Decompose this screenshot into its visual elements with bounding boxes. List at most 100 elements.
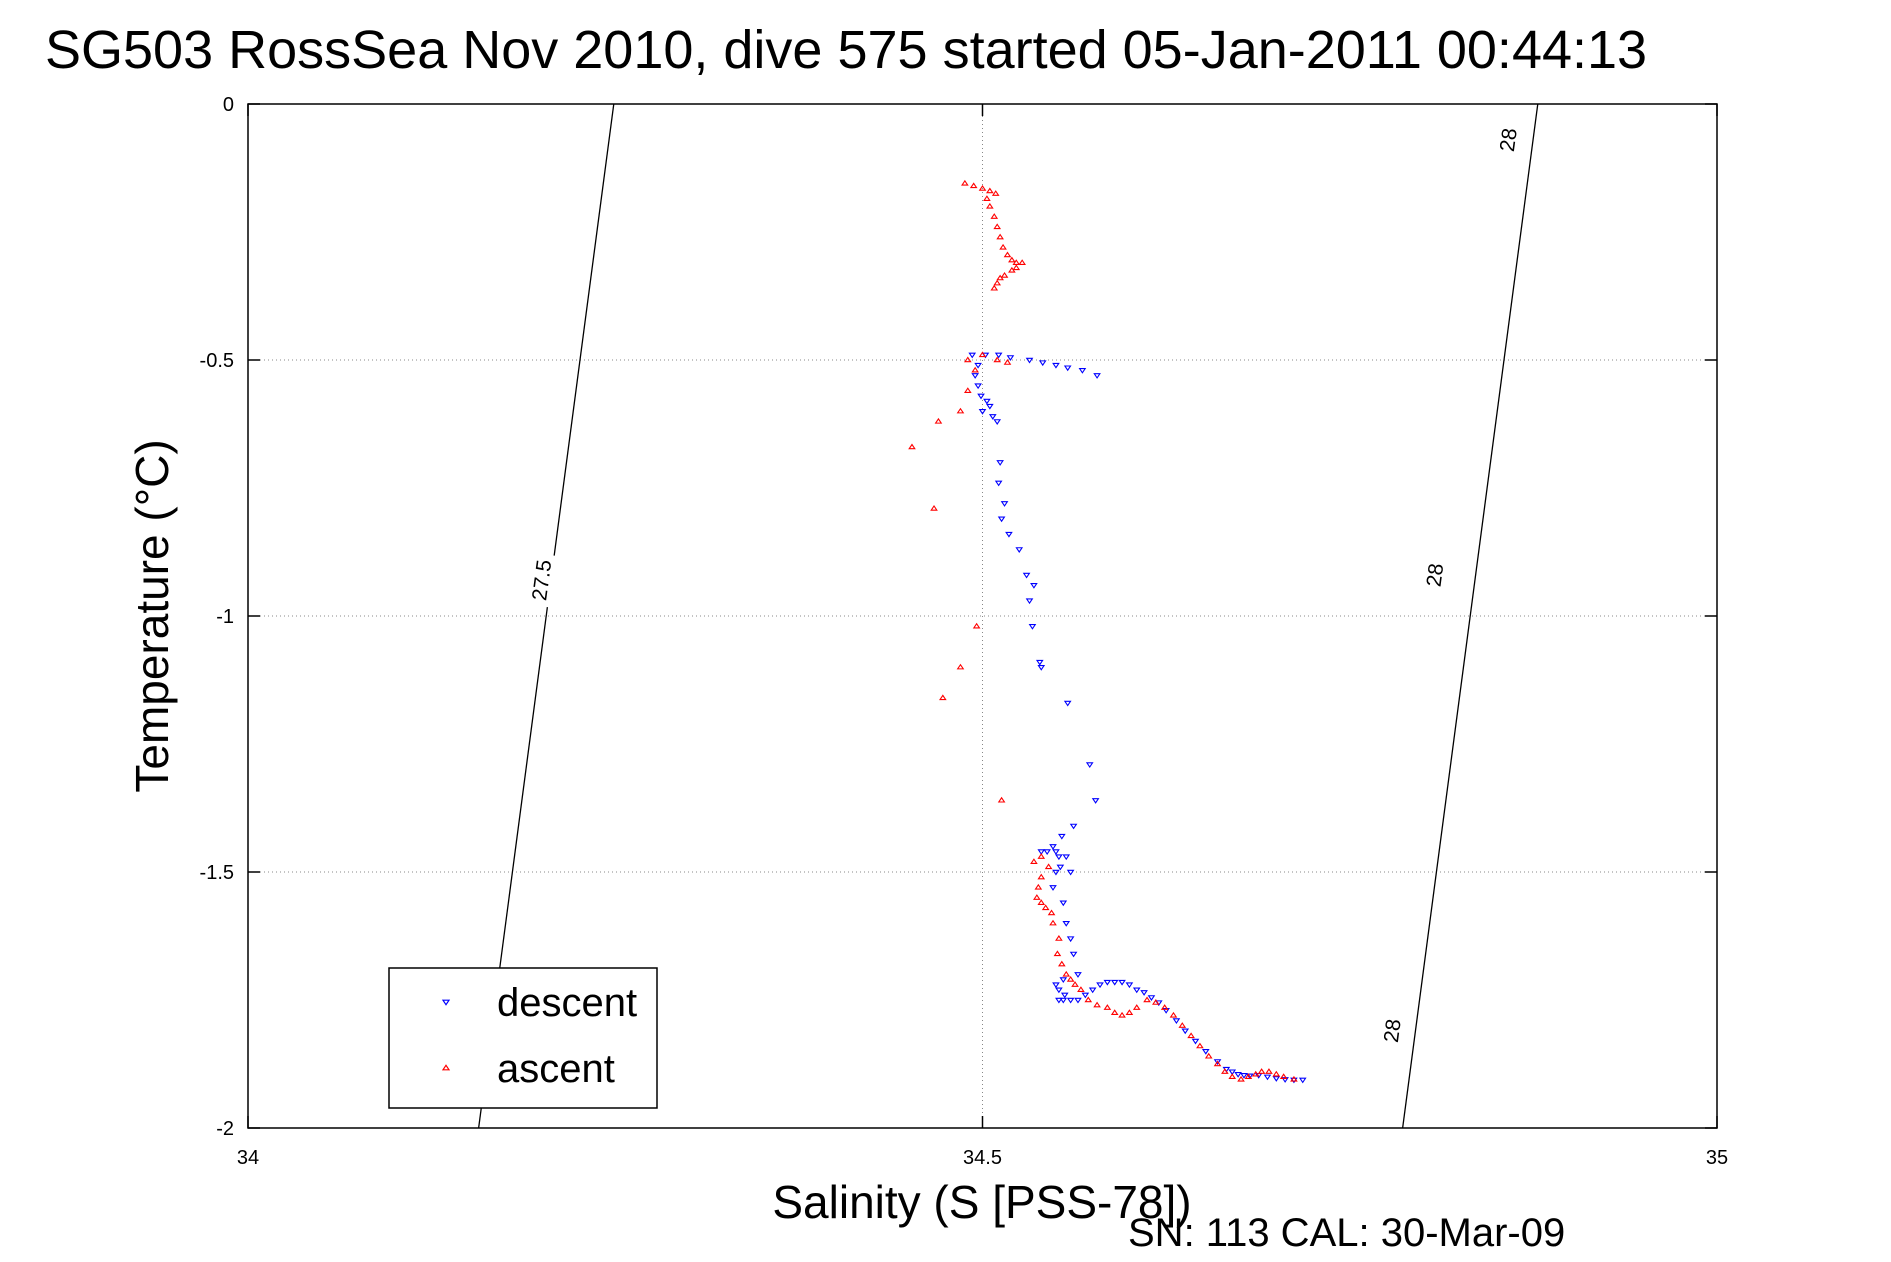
- descent-point-10: [974, 362, 982, 369]
- descent-point-3: [1006, 355, 1015, 361]
- descent-point-47: [1062, 920, 1071, 927]
- descent-point-41: [1062, 854, 1071, 861]
- ascent-point-74: [1265, 1068, 1273, 1074]
- descent-point-63: [1110, 979, 1119, 986]
- descent-point-51: [1059, 977, 1068, 984]
- descent-point-40: [1043, 849, 1051, 856]
- ascent-point-62: [1169, 1011, 1178, 1018]
- ascent-point-14: [1018, 259, 1026, 265]
- ascent-point-18: [996, 274, 1004, 281]
- ascent-point-23: [1003, 359, 1012, 365]
- descent-point-38: [1055, 854, 1063, 861]
- ascent-point-0: [961, 179, 969, 186]
- ascent-point-47: [1057, 960, 1066, 967]
- descent-point-54: [1060, 992, 1069, 999]
- descent-point-59: [1081, 992, 1090, 999]
- ascent-point-50: [1071, 981, 1079, 987]
- descent-point-56: [1059, 997, 1068, 1004]
- ascent-point-76: [1279, 1073, 1288, 1080]
- ascent-point-48: [1062, 970, 1071, 977]
- descent-point-53: [1055, 987, 1063, 994]
- x-tick-label-2: 35: [1706, 1147, 1728, 1169]
- legend-label-ascent: ascent: [497, 1047, 615, 1091]
- ascent-point-9: [996, 233, 1004, 240]
- descent-point-60: [1088, 987, 1097, 994]
- ascent-point-61: [1160, 1004, 1169, 1010]
- ascent-point-36: [1037, 853, 1046, 859]
- descent-point-7: [1063, 365, 1072, 372]
- descent-point-84: [1281, 1077, 1289, 1083]
- descent-point-58: [1074, 997, 1082, 1004]
- ascent-point-29: [908, 443, 916, 450]
- ascent-point-33: [939, 694, 947, 701]
- ascent-point-46: [1053, 950, 1062, 957]
- descent-point-55: [1055, 997, 1063, 1004]
- ascent-point-43: [1047, 909, 1056, 916]
- descent-point-29: [1035, 659, 1044, 666]
- descent-point-14: [983, 398, 991, 405]
- ascent-point-77: [1290, 1075, 1298, 1082]
- ascent-point-69: [1228, 1073, 1237, 1080]
- ascent-point-73: [1257, 1068, 1266, 1074]
- legend-marker-ascent: [441, 1064, 451, 1071]
- descent-point-31: [1063, 700, 1072, 707]
- descent-point-78: [1234, 1072, 1242, 1078]
- descent-point-83: [1272, 1076, 1281, 1082]
- ascent-point-38: [1037, 873, 1046, 880]
- descent-point-68: [1147, 995, 1156, 1001]
- descent-point-61: [1096, 982, 1104, 989]
- y-tick-label-0: 0: [223, 94, 234, 116]
- isopycnal-label-1-1: 28: [1423, 562, 1449, 588]
- ascent-point-16: [1008, 266, 1016, 273]
- y-axis-label: Temperature (°C): [126, 439, 178, 792]
- axis-ticks: 34 34.5 35 0 -0.5 -1 -1.5 -2: [200, 94, 1729, 1169]
- descent-point-15: [986, 403, 994, 410]
- series-ascent: [908, 179, 1298, 1082]
- ascent-point-68: [1221, 1068, 1229, 1074]
- ascent-point-54: [1103, 1004, 1112, 1010]
- sn-cal-label: SN: 113 CAL: 30-Mar-09: [1128, 1211, 1565, 1255]
- descent-point-35: [1057, 833, 1066, 840]
- descent-point-21: [1000, 501, 1009, 507]
- ascent-point-32: [956, 663, 965, 670]
- ascent-point-28: [934, 417, 943, 424]
- x-tick-label-1: 34.5: [963, 1147, 1002, 1169]
- ascent-point-44: [1049, 919, 1057, 926]
- descent-point-9: [1093, 373, 1101, 379]
- x-axis-label: Salinity (S [PSS-78]): [772, 1176, 1191, 1228]
- descent-point-67: [1140, 990, 1148, 996]
- descent-point-30: [1037, 664, 1046, 671]
- ascent-point-71: [1244, 1073, 1253, 1080]
- descent-point-16: [988, 414, 997, 420]
- legend: descent ascent: [388, 967, 658, 1109]
- ascent-point-27: [956, 407, 965, 414]
- ascent-point-2: [978, 184, 987, 191]
- ascent-point-12: [1008, 256, 1016, 263]
- isopycnal-label-gap: [1492, 112, 1525, 168]
- ascent-point-58: [1132, 1004, 1141, 1010]
- ascent-point-37: [1044, 863, 1053, 870]
- ascent-point-24: [963, 356, 972, 363]
- y-tick-label-1: -0.5: [200, 350, 234, 372]
- descent-point-77: [1228, 1069, 1237, 1076]
- descent-point-75: [1213, 1059, 1222, 1065]
- descent-point-32: [1085, 762, 1094, 768]
- descent-point-80: [1246, 1073, 1254, 1080]
- descent-point-12: [974, 383, 982, 390]
- isopycnal-label-1-0: 28: [1496, 127, 1522, 153]
- descent-point-37: [1052, 849, 1060, 856]
- ascent-point-63: [1178, 1022, 1187, 1028]
- ascent-point-10: [999, 243, 1007, 250]
- ascent-point-21: [978, 351, 987, 358]
- ascent-point-41: [1037, 899, 1046, 905]
- ascent-point-35: [1030, 858, 1038, 864]
- data-points: [908, 179, 1307, 1084]
- descent-point-26: [1030, 583, 1038, 589]
- ascent-point-67: [1213, 1060, 1222, 1067]
- ascent-point-39: [1034, 883, 1043, 890]
- ascent-point-31: [972, 622, 981, 629]
- ascent-point-70: [1237, 1075, 1245, 1082]
- x-tick-label-0: 34: [237, 1147, 259, 1169]
